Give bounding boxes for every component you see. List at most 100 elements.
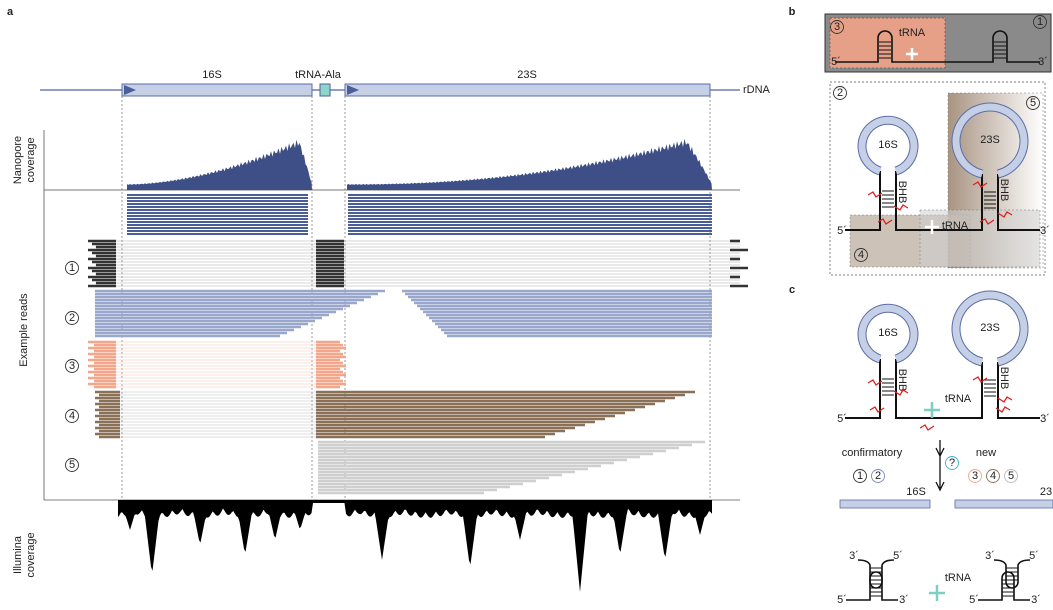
track-label: rDNA: [743, 84, 771, 96]
rrna-label: 23S: [980, 322, 1000, 334]
circle-marker: [65, 409, 79, 423]
circle-marker: [945, 456, 959, 470]
rrna-loop: [858, 304, 918, 363]
panel-label: a: [7, 6, 14, 18]
shade-box: [829, 17, 946, 69]
group-marker: 3: [69, 360, 75, 372]
rna-strand: [835, 30, 1040, 63]
group-marker: 1: [857, 470, 863, 482]
group-heading: new: [976, 447, 996, 459]
axis-label: coverage: [25, 137, 37, 182]
end-label: 5´: [837, 225, 847, 237]
illumina-coverage: [118, 500, 712, 592]
circle-marker: [1004, 469, 1018, 483]
cleavage-arrow: [877, 218, 893, 225]
nanopore-coverage: [127, 139, 312, 190]
group-marker: 2: [837, 87, 843, 99]
axis-label: Example reads: [18, 293, 30, 367]
end-label: 3´: [1040, 413, 1050, 425]
end-label: 5´: [837, 594, 847, 606]
panel-label: b: [789, 6, 796, 18]
end-label: 3´: [1031, 594, 1041, 606]
cleavage-arrow: [972, 181, 988, 188]
panel-label: c: [789, 284, 795, 296]
bhb-label: BHB: [896, 369, 908, 392]
trna-label: tRNA: [945, 393, 972, 405]
end-label: 3´: [899, 594, 909, 606]
gene-label: tRNA-Ala: [295, 69, 342, 81]
group-marker: 2: [69, 312, 75, 324]
group-marker: 5: [1030, 97, 1036, 109]
end-label: 5´: [1029, 550, 1039, 562]
group-marker: 5: [1008, 470, 1014, 482]
cleavage-arrow: [893, 204, 909, 211]
group-heading: confirmatory: [842, 447, 903, 459]
cleavage-arrow: [893, 389, 909, 396]
rrna-label: 16S: [878, 139, 898, 151]
circle-marker: [854, 248, 868, 262]
rrna-loop: [952, 103, 1028, 178]
cleavage-arrow: [919, 424, 935, 431]
rrna-loop: [952, 291, 1028, 366]
rrna-label: 23S: [980, 134, 1000, 146]
end-label: 3´: [1038, 56, 1048, 68]
rna-strand: [845, 359, 1040, 419]
bhb-label: BHB: [998, 179, 1010, 202]
circle-marker: [853, 469, 867, 483]
flow-arrow: [935, 440, 945, 492]
cleavage-arrow: [997, 211, 1013, 218]
end-label: 5´: [893, 550, 903, 562]
circle-marker: [871, 469, 885, 483]
trna-label: tRNA: [945, 572, 972, 584]
circle-marker: [833, 86, 847, 100]
gene-label: 23S: [517, 69, 537, 81]
rna-strand: [846, 571, 898, 601]
rrna-bar: [954, 499, 1053, 509]
circle-marker: [1026, 96, 1040, 110]
gene-box: [344, 83, 711, 97]
rrna-label: 16S: [906, 486, 926, 498]
rrna-label: 16S: [878, 327, 898, 339]
gene-arrow: [124, 85, 136, 95]
nanopore-coverage: [347, 138, 712, 190]
gene-box: [121, 83, 313, 97]
cleavage-arrow: [972, 376, 988, 383]
group-marker: 2: [875, 470, 881, 482]
cleavage-arrow: [869, 406, 885, 413]
trna-box: [319, 83, 331, 97]
trna-label: tRNA: [942, 220, 969, 232]
group-marker: 4: [69, 410, 75, 422]
circle-marker: [65, 261, 79, 275]
group-marker: 4: [990, 470, 996, 482]
circle-marker: [968, 469, 982, 483]
group-marker: 1: [1037, 16, 1043, 28]
group-marker: 5: [69, 459, 75, 471]
end-label: 3´: [1040, 225, 1050, 237]
axis-label: coverage: [25, 532, 37, 577]
end-label: 3´: [985, 550, 995, 562]
rrna-label: 23: [1040, 486, 1052, 498]
circle-marker: [986, 469, 1000, 483]
cleavage-arrow: [997, 396, 1013, 403]
end-label: 5´: [837, 413, 847, 425]
bhb-label: BHB: [998, 367, 1010, 390]
gene-arrow: [347, 85, 359, 95]
rna-strand: [845, 171, 1040, 231]
group-marker: 4: [858, 249, 864, 261]
trna-cross: [906, 48, 918, 60]
gene-label: 16S: [202, 69, 222, 81]
group-marker: 3: [972, 470, 978, 482]
circle-marker: [65, 311, 79, 325]
rrna-bar: [839, 499, 931, 509]
trna-cross: [929, 585, 945, 601]
trna-cross: [924, 402, 940, 418]
end-label: 5´: [969, 594, 979, 606]
cleavage-arrow: [979, 218, 995, 225]
shade-box: [919, 209, 1041, 268]
axis-label: Nanopore: [12, 136, 24, 184]
circle-marker: [1033, 15, 1047, 29]
question-marker: ?: [949, 457, 955, 469]
group-marker: 3: [834, 21, 840, 33]
trna-cross: [925, 220, 939, 234]
